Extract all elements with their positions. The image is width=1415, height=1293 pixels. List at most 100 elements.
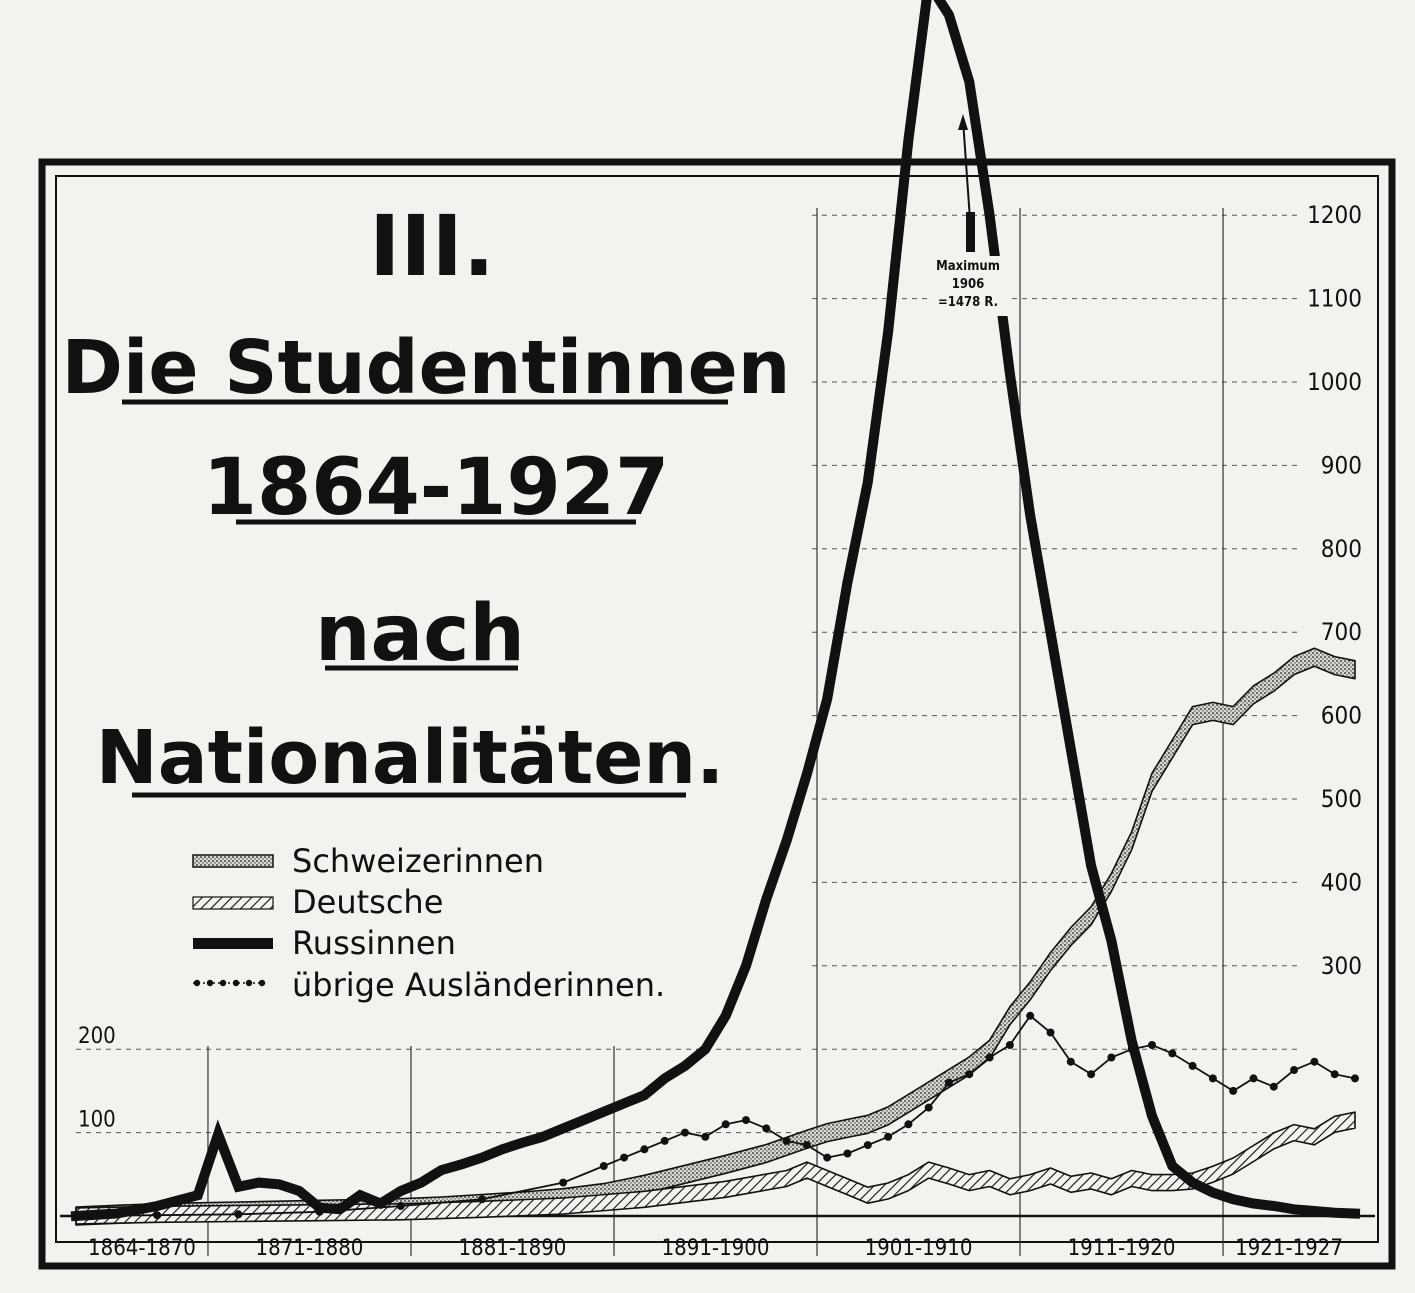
series-band-german [75, 1111, 1356, 1225]
x-period-label-6: 1921-1927 [1235, 1236, 1343, 1261]
series-point-others-16 [782, 1136, 791, 1145]
series-point-others-41 [1290, 1066, 1299, 1074]
inner-frame [55, 175, 1379, 1243]
series-point-others-39 [1249, 1074, 1258, 1083]
series-point-others-6 [559, 1178, 568, 1187]
series-point-others-0 [72, 1212, 80, 1220]
series-point-others-20 [863, 1141, 872, 1150]
x-period-label-0: 1864-1870 [88, 1236, 196, 1261]
y-tick-label-1100: 1100 [1307, 285, 1362, 313]
y-tick-label-300: 300 [1321, 952, 1362, 980]
y-tick-label-900: 900 [1321, 451, 1362, 479]
axis-labels: 100 200 300 400 500 600 700 800 900 1000 1100 1200 1… [78, 201, 1362, 1261]
y-tick-label-1200: 1200 [1307, 201, 1362, 229]
outer-frame [38, 158, 1396, 1270]
annotation-arrow-tail [966, 212, 975, 252]
series-point-others-36 [1188, 1061, 1197, 1070]
series-point-others-32 [1107, 1053, 1116, 1062]
series-point-others-8 [620, 1153, 629, 1162]
series-point-others-15 [762, 1124, 771, 1133]
series-point-others-9 [640, 1145, 649, 1154]
maximum-annotation: Maximum 1906 =1478 R. [928, 114, 1008, 316]
legend-swatch-others-dots [193, 979, 266, 987]
legend-label-swiss: Schweizerinnen [292, 842, 544, 880]
series-point-others-1 [153, 1211, 162, 1220]
series-layer [70, 0, 1361, 1226]
y-tick-label-800: 800 [1321, 535, 1362, 563]
series-point-others-21 [884, 1132, 893, 1141]
title-line1: Die Studentinnen [62, 325, 791, 411]
series-point-others-34 [1148, 1041, 1156, 1049]
series-point-others-42 [1310, 1057, 1319, 1066]
y-tick-label-1000: 1000 [1307, 368, 1362, 396]
legend-label-russian: Russinnen [292, 924, 456, 962]
legend-swatch-swiss [192, 854, 274, 868]
series-point-others-27 [1005, 1041, 1014, 1049]
y-tick-label-600: 600 [1321, 702, 1362, 730]
series-point-others-4 [396, 1202, 405, 1210]
series-point-others-38 [1229, 1086, 1238, 1095]
series-point-others-19 [843, 1149, 852, 1158]
annotation-arrowhead [958, 114, 968, 130]
legend-item-swiss: Schweizerinnen [192, 842, 544, 880]
legend-item-russian: Russinnen [193, 924, 456, 962]
series-point-others-14 [742, 1116, 750, 1125]
annotation-line3: =1478 R. [938, 295, 998, 310]
title-line2: 1864-1927 [203, 443, 670, 533]
title-line4: Nationalitäten. [96, 715, 724, 801]
x-period-label-2: 1881-1890 [459, 1236, 567, 1261]
legend-item-german: Deutsche [192, 883, 443, 921]
series-point-others-44 [1351, 1074, 1359, 1083]
chart-title: III. Die Studentinnen 1864-1927 nach Nat… [62, 197, 791, 801]
series-point-others-28 [1026, 1011, 1035, 1020]
series-point-others-13 [721, 1120, 730, 1129]
series-point-others-43 [1330, 1070, 1339, 1079]
series-point-others-24 [945, 1078, 953, 1087]
series-point-others-18 [823, 1153, 832, 1162]
series-point-others-40 [1269, 1082, 1278, 1091]
series-point-others-26 [985, 1053, 994, 1062]
series-point-others-2 [234, 1210, 243, 1219]
series-point-others-12 [701, 1132, 710, 1141]
series-point-others-30 [1066, 1057, 1075, 1066]
title-number: III. [369, 197, 495, 295]
annotation-backdrop [928, 256, 1008, 316]
legend-item-others: übrige Ausländerinnen. [193, 966, 665, 1004]
legend-label-others: übrige Ausländerinnen. [292, 966, 665, 1004]
series-point-others-3 [315, 1207, 324, 1216]
series-point-others-25 [965, 1070, 974, 1079]
series-russian [70, 0, 1361, 1222]
series-point-others-31 [1087, 1070, 1096, 1079]
series-point-others-33 [1127, 1045, 1136, 1054]
x-period-label-3: 1891-1900 [662, 1236, 770, 1261]
legend-label-german: Deutsche [292, 883, 443, 921]
series-point-others-23 [924, 1103, 933, 1112]
x-period-label-5: 1911-1920 [1068, 1236, 1176, 1261]
title-line3: nach [315, 589, 525, 679]
legend-swatch-russian [193, 938, 273, 949]
series-point-others-35 [1168, 1049, 1177, 1058]
annotation-line1: Maximum [936, 259, 1000, 274]
x-period-label-4: 1901-1910 [865, 1236, 973, 1261]
series-point-others-7 [599, 1162, 608, 1170]
annotation-line2: 1906 [952, 277, 985, 292]
y-tick-label-400: 400 [1321, 868, 1362, 896]
series-point-others-10 [660, 1136, 669, 1145]
series-german [75, 1111, 1356, 1225]
y-tick-label-700: 700 [1321, 618, 1362, 646]
legend-swatch-german [192, 896, 274, 910]
series-point-others-17 [802, 1141, 811, 1150]
series-point-others-29 [1046, 1028, 1055, 1037]
x-period-label-1: 1871-1880 [256, 1236, 364, 1261]
series-point-others-37 [1208, 1074, 1217, 1083]
y-tick-label-200: 200 [78, 1024, 116, 1049]
series-others [72, 1011, 1359, 1220]
y-tick-label-100: 100 [78, 1108, 116, 1133]
series-point-others-5 [478, 1195, 486, 1204]
series-line-russian [70, 0, 1361, 1222]
series-point-others-11 [681, 1128, 689, 1137]
y-tick-label-500: 500 [1321, 785, 1362, 813]
series-point-others-22 [904, 1120, 913, 1129]
